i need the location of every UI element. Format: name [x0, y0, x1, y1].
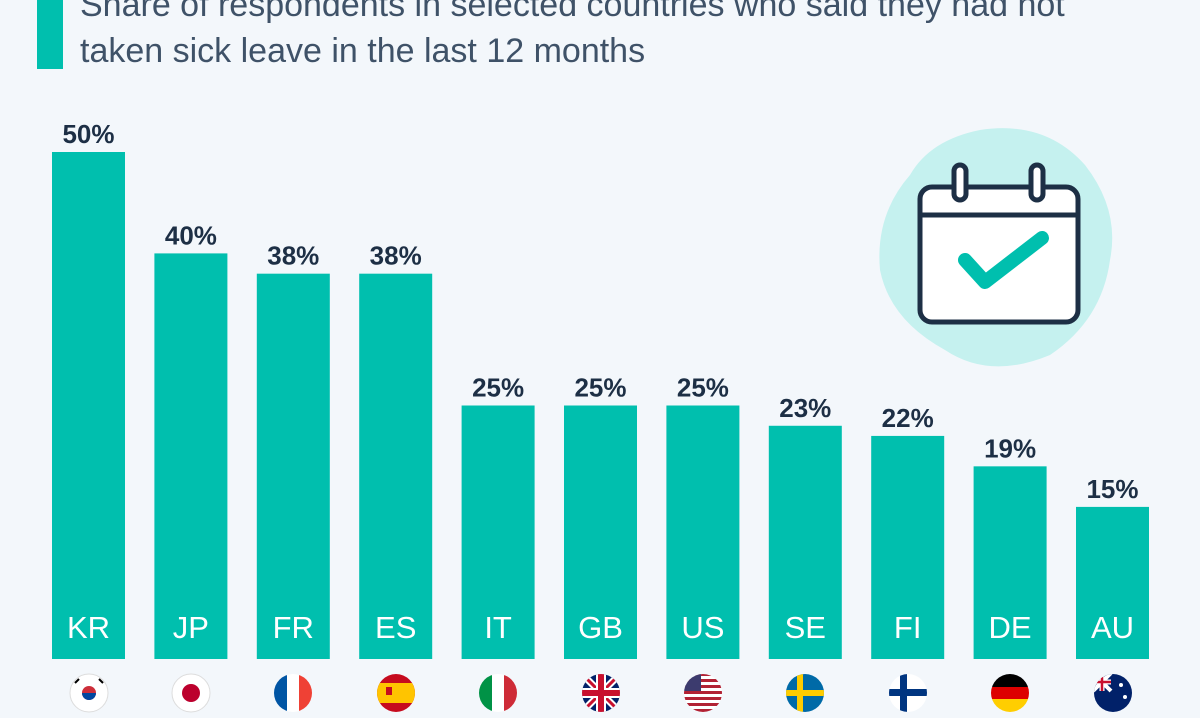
bar-chart: 50% KR 40% JP 38% FR 38% ES 25% IT 25% GB 25% US 23% SE… — [52, 119, 1149, 659]
bar-us — [666, 405, 740, 659]
bar-de — [973, 466, 1047, 659]
calendar-ring-right — [1028, 162, 1046, 203]
category-label-au: AU — [1091, 610, 1134, 645]
value-label-gb: 25% — [574, 373, 626, 403]
bar-fr — [256, 273, 330, 659]
category-label-us: US — [681, 610, 724, 645]
value-label-jp: 40% — [165, 220, 217, 250]
france-flag-icon — [273, 673, 313, 713]
category-label-kr: KR — [67, 610, 110, 645]
bar-jp — [154, 253, 228, 659]
australia-flag-icon — [1093, 673, 1133, 713]
value-label-au: 15% — [1086, 474, 1138, 504]
italy-flag-icon — [478, 673, 518, 713]
category-label-se: SE — [785, 610, 826, 645]
value-label-fr: 38% — [267, 241, 319, 271]
value-label-fi: 22% — [882, 403, 934, 433]
value-label-kr: 50% — [62, 119, 114, 149]
category-label-fi: FI — [894, 610, 922, 645]
bar-fi — [871, 435, 945, 659]
category-label-es: ES — [375, 610, 416, 645]
category-label-gb: GB — [578, 610, 623, 645]
chart-subtitle: Share of respondents in selected countri… — [80, 0, 1065, 70]
bar-se — [768, 425, 842, 659]
uk-flag-icon — [581, 673, 621, 713]
checkmark — [958, 231, 1049, 289]
bar-gb — [564, 405, 637, 659]
calendar-check-icon — [870, 120, 1120, 370]
value-label-de: 19% — [984, 433, 1036, 463]
usa-flag-icon — [683, 673, 723, 713]
bar-es — [359, 273, 433, 659]
germany-flag-icon — [990, 673, 1030, 713]
category-label-fr: FR — [273, 610, 314, 645]
bar-au — [1076, 506, 1149, 659]
south-korea-flag-icon — [69, 673, 109, 713]
value-label-se: 23% — [779, 393, 831, 423]
finland-flag-icon — [888, 673, 928, 713]
category-label-it: IT — [484, 610, 512, 645]
category-label-de: DE — [989, 610, 1032, 645]
calendar-body — [917, 184, 1081, 325]
title-accent-bar — [37, 0, 63, 69]
calendar-ring-left — [951, 162, 969, 203]
sweden-flag-icon — [785, 673, 825, 713]
spain-flag-icon — [376, 673, 416, 713]
bar-kr — [52, 152, 125, 659]
value-label-us: 25% — [677, 373, 729, 403]
japan-flag-icon — [171, 673, 211, 713]
category-label-jp: JP — [173, 610, 209, 645]
bar-it — [461, 405, 535, 659]
value-label-es: 38% — [370, 241, 422, 271]
value-label-it: 25% — [472, 373, 524, 403]
